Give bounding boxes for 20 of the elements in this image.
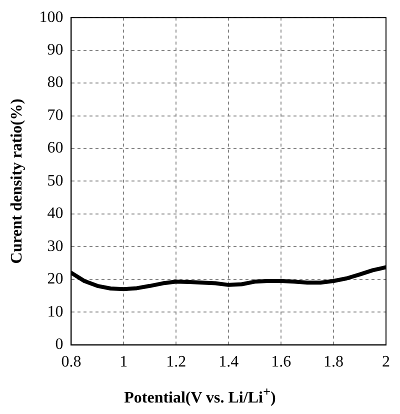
x-tick-label: 1.8 [324, 354, 344, 371]
x-tick-label: 1.4 [218, 354, 239, 371]
y-tick-label: 90 [47, 42, 64, 59]
y-tick-label: 20 [47, 270, 64, 288]
y-axis-title: Curent density ratio(%) [8, 98, 26, 264]
y-tick-label: 40 [47, 205, 64, 222]
x-tick-label: 1.6 [271, 354, 292, 371]
y-tick-label: 50 [47, 172, 64, 190]
y-tick-label: 0 [55, 336, 64, 354]
y-tick-label: 100 [39, 8, 64, 26]
x-tick-label: 0.8 [61, 354, 82, 371]
y-tick-label: 70 [47, 106, 64, 124]
y-tick-label: 60 [47, 140, 64, 157]
y-tick-label: 10 [47, 303, 64, 320]
y-tick-label: 80 [47, 74, 64, 92]
x-tick-label: 2 [382, 354, 390, 371]
x-axis-title: Potential(V vs. Li/Li$^{+}$) [123, 384, 277, 408]
x-tick-label: 1 [120, 354, 128, 371]
y-tick-label: 30 [47, 238, 64, 255]
x-tick-label: 1.2 [166, 354, 186, 371]
